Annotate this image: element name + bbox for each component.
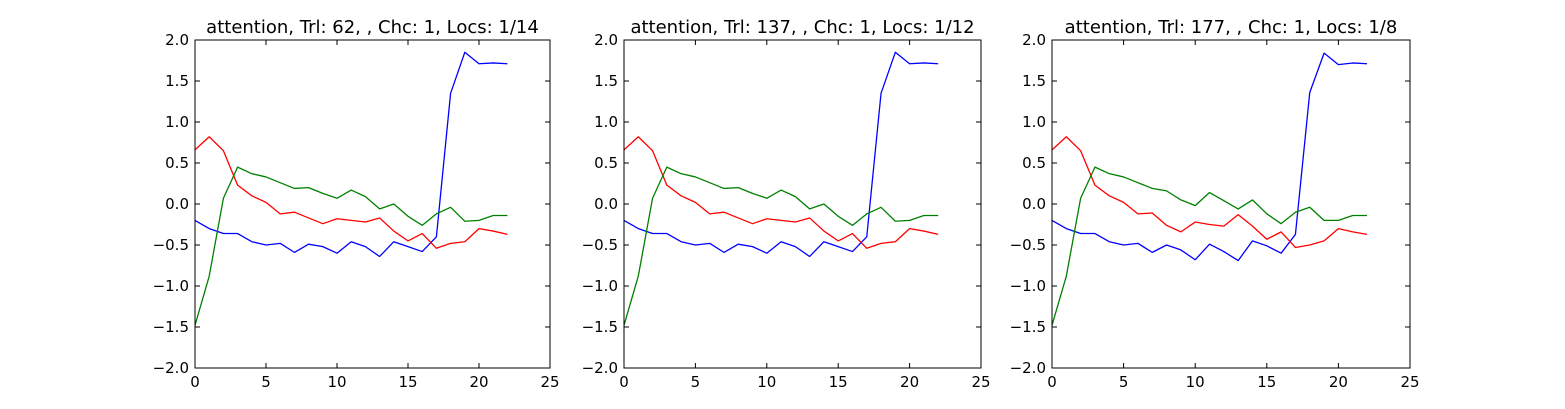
y-tick-label: 1.5 <box>1022 72 1046 90</box>
y-tick-label: 0.0 <box>594 195 618 213</box>
y-tick-label: 1.0 <box>165 113 189 131</box>
y-tick-label: −1.5 <box>582 318 618 336</box>
y-tick-label: −1.5 <box>1010 318 1046 336</box>
y-tick-label: 0.0 <box>165 195 189 213</box>
y-tick-label: 2.0 <box>594 31 618 49</box>
series-line-2 <box>1051 136 1368 249</box>
y-tick-label: 1.0 <box>594 113 618 131</box>
series-line-1 <box>1051 52 1368 262</box>
chart-title: attention, Trl: 137, , Chc: 1, Locs: 1/1… <box>630 17 974 38</box>
y-tick-label: 0.5 <box>165 154 189 172</box>
y-tick-label: −0.5 <box>1010 236 1046 254</box>
subplot-1: 0 5 10 15 20 25 −2.0 −1.5 −1.0 −0.5 0.0 0.5 1.0 1.5 2.… <box>153 17 560 391</box>
y-tick-label: 2.0 <box>1022 31 1046 49</box>
x-tick-label: 15 <box>398 373 417 391</box>
chart-title: attention, Trl: 177, , Chc: 1, Locs: 1/8 <box>1065 17 1398 38</box>
y-tick-label: 0.5 <box>1022 154 1046 172</box>
x-tick-label: 10 <box>1186 373 1205 391</box>
y-tick-label: −0.5 <box>153 236 189 254</box>
subplot-2: 0 5 10 15 20 25 −2.0 −1.5 −1.0 −0.5 0.0 0.5 1.0 1.5 2.… <box>582 17 991 391</box>
series-line-3 <box>1051 166 1368 326</box>
y-tick-label: 0.0 <box>1022 195 1046 213</box>
y-tick-label: −1.0 <box>153 277 189 295</box>
subplot-3: 0 5 10 15 20 25 −2.0 −1.5 −1.0 −0.5 0.0 0.5 1.0 1.5 2.… <box>1010 17 1420 391</box>
subplots: 0 5 10 15 20 25 −2.0 −1.5 −1.0 −0.5 0.0 0.5 1.0 1.5 2.… <box>153 17 1420 391</box>
x-tick-label: 5 <box>261 373 271 391</box>
x-tick-label: 25 <box>971 373 990 391</box>
x-tick-label: 0 <box>619 373 629 391</box>
x-tick-label: 5 <box>1119 373 1129 391</box>
y-tick-label: 1.0 <box>1022 113 1046 131</box>
chart-title: attention, Trl: 62, , Chc: 1, Locs: 1/14 <box>206 17 539 38</box>
x-tick-label: 5 <box>691 373 701 391</box>
y-tick-label: −0.5 <box>582 236 618 254</box>
series-line-2 <box>194 136 508 249</box>
series-line-1 <box>623 51 939 258</box>
x-tick-label: 20 <box>469 373 488 391</box>
x-tick-label: 25 <box>540 373 559 391</box>
y-tick-label: −2.0 <box>1010 359 1046 377</box>
y-tick-label: 0.5 <box>594 154 618 172</box>
y-tick-label: −2.0 <box>153 359 189 377</box>
x-tick-label: 10 <box>757 373 776 391</box>
series-line-1 <box>194 51 508 258</box>
series-line-3 <box>623 166 939 326</box>
x-tick-label: 10 <box>327 373 346 391</box>
x-tick-label: 15 <box>1257 373 1276 391</box>
x-tick-label: 0 <box>190 373 200 391</box>
x-tick-label: 0 <box>1047 373 1057 391</box>
y-tick-label: −1.0 <box>1010 277 1046 295</box>
y-tick-label: −2.0 <box>582 359 618 377</box>
x-tick-label: 15 <box>829 373 848 391</box>
x-tick-label: 25 <box>1400 373 1419 391</box>
y-tick-label: −1.0 <box>582 277 618 295</box>
x-tick-label: 20 <box>1329 373 1348 391</box>
series-line-2 <box>623 136 939 249</box>
y-tick-label: 2.0 <box>165 31 189 49</box>
x-tick-label: 20 <box>900 373 919 391</box>
y-tick-label: 1.5 <box>165 72 189 90</box>
series-line-3 <box>194 166 508 326</box>
y-tick-label: 1.5 <box>594 72 618 90</box>
y-tick-label: −1.5 <box>153 318 189 336</box>
